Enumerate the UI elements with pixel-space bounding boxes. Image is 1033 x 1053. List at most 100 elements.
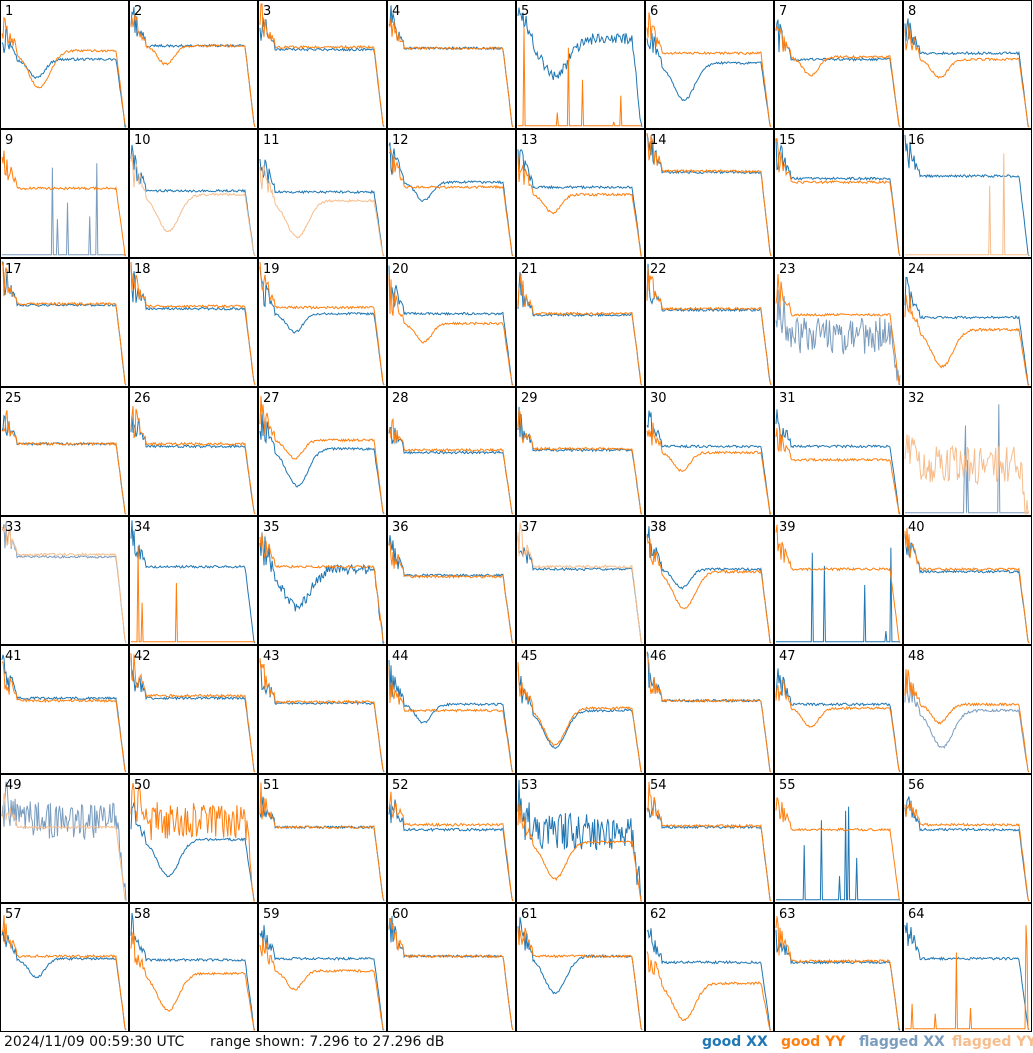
series-xx-62 — [646, 928, 772, 1031]
series-xx-37 — [517, 535, 643, 644]
antenna-label: 4 — [392, 4, 400, 19]
series-yy-59 — [259, 937, 385, 1031]
series-xx-15 — [775, 138, 901, 257]
series-yy-19 — [259, 261, 385, 386]
antenna-panel-13: 13 — [516, 129, 645, 258]
series-yy-12 — [388, 148, 514, 257]
antenna-label: 8 — [908, 4, 916, 19]
legend-flagged-yy: flagged YY — [952, 1034, 1033, 1050]
antenna-label: 17 — [5, 262, 22, 277]
series-yy-57 — [1, 915, 127, 1031]
series-yy-7 — [775, 25, 901, 128]
antenna-label: 55 — [779, 778, 796, 793]
antenna-label: 46 — [650, 649, 667, 664]
panel-frame — [903, 258, 1032, 387]
antenna-panel-38: 38 — [645, 516, 774, 645]
panel-frame — [258, 258, 387, 387]
antenna-label: 51 — [263, 778, 280, 793]
antenna-panel-55: 55 — [774, 774, 903, 903]
panel-frame — [903, 129, 1032, 258]
series-yy-48 — [904, 669, 1030, 773]
series-yy-43 — [259, 658, 385, 773]
series-yy-33 — [1, 525, 127, 644]
series-xx-42 — [130, 656, 256, 773]
panel-frame — [129, 645, 258, 774]
series-xx-7 — [775, 19, 901, 128]
panel-frame — [774, 387, 903, 516]
antenna-label: 48 — [908, 649, 925, 664]
antenna-panel-48: 48 — [903, 645, 1032, 774]
antenna-panel-14: 14 — [645, 129, 774, 258]
series-yy-6 — [646, 12, 772, 128]
antenna-label: 59 — [263, 907, 280, 922]
antenna-label: 34 — [134, 520, 151, 535]
series-yy-25 — [1, 410, 127, 515]
antenna-panel-64: 64 — [903, 903, 1032, 1032]
antenna-panel-54: 54 — [645, 774, 774, 903]
antenna-label: 5 — [521, 4, 529, 19]
antenna-panel-12: 12 — [387, 129, 516, 258]
antenna-panel-9: 9 — [0, 129, 129, 258]
antenna-label: 35 — [263, 520, 280, 535]
antenna-panel-33: 33 — [0, 516, 129, 645]
series-xx-11 — [259, 158, 385, 257]
panel-frame — [129, 516, 258, 645]
antenna-panel-32: 32 — [903, 387, 1032, 516]
antenna-label: 1 — [5, 4, 13, 19]
series-yy-42 — [130, 653, 256, 773]
series-yy-30 — [646, 422, 772, 515]
panel-frame — [0, 129, 129, 258]
panel-frame — [0, 774, 129, 903]
series-xx-53 — [517, 779, 642, 902]
antenna-label: 63 — [779, 907, 796, 922]
series-yy-9 — [1, 150, 127, 257]
antenna-panel-26: 26 — [129, 387, 258, 516]
antenna-panel-10: 10 — [129, 129, 258, 258]
panel-frame — [129, 129, 258, 258]
series-xx-13 — [517, 148, 643, 257]
panel-frame — [774, 129, 903, 258]
panel-frame — [903, 774, 1032, 903]
series-xx-19 — [259, 266, 385, 386]
series-xx-9 — [2, 163, 126, 256]
antenna-label: 61 — [521, 907, 538, 922]
series-yy-27 — [259, 396, 385, 515]
series-xx-49 — [1, 781, 127, 902]
antenna-label: 31 — [779, 391, 796, 406]
series-yy-36 — [388, 541, 514, 644]
series-yy-39 — [775, 524, 901, 644]
panel-frame — [258, 516, 387, 645]
series-yy-8 — [904, 24, 1030, 128]
panel-frame — [387, 903, 516, 1032]
antenna-label: 39 — [779, 520, 796, 535]
series-xx-6 — [646, 33, 772, 128]
series-xx-22 — [646, 263, 772, 386]
antenna-label: 56 — [908, 778, 925, 793]
series-yy-40 — [904, 528, 1030, 644]
panel-frame — [903, 645, 1032, 774]
antenna-panel-60: 60 — [387, 903, 516, 1032]
series-yy-47 — [775, 679, 901, 773]
panel-frame — [774, 516, 903, 645]
antenna-panel-44: 44 — [387, 645, 516, 774]
antenna-panel-17: 17 — [0, 258, 129, 387]
series-yy-41 — [1, 661, 127, 773]
antenna-label: 22 — [650, 262, 667, 277]
series-xx-43 — [259, 659, 385, 773]
antenna-label: 53 — [521, 778, 538, 793]
series-xx-56 — [904, 796, 1030, 902]
series-yy-11 — [259, 164, 385, 257]
antenna-panel-59: 59 — [258, 903, 387, 1032]
series-yy-5 — [518, 27, 642, 127]
antenna-panel-29: 29 — [516, 387, 645, 516]
panel-frame — [645, 387, 774, 516]
antenna-label: 45 — [521, 649, 538, 664]
panel-frame — [387, 129, 516, 258]
panel-frame — [0, 0, 129, 129]
antenna-panel-41: 41 — [0, 645, 129, 774]
antenna-label: 18 — [134, 262, 151, 277]
antenna-label: 47 — [779, 649, 796, 664]
panel-frame — [129, 903, 258, 1032]
antenna-panel-39: 39 — [774, 516, 903, 645]
series-xx-16 — [904, 134, 1030, 257]
